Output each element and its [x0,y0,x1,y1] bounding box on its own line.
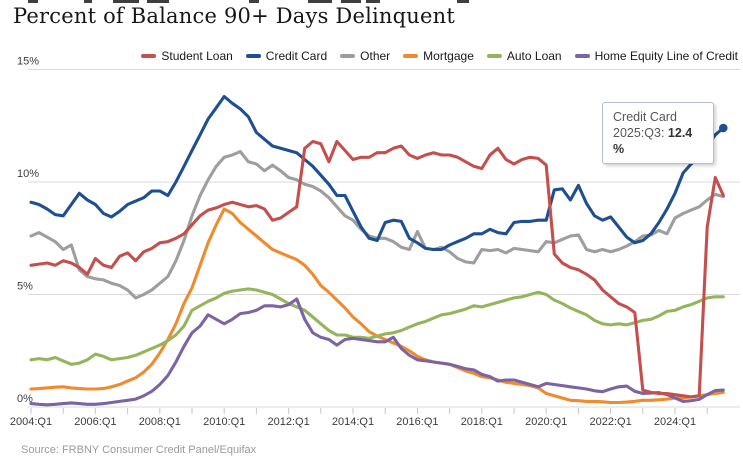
x-axis-label: 2018:Q1 [461,416,503,428]
legend-label: Home Equity Line of Credit [594,49,738,63]
tooltip-period: 2025:Q3: [613,126,665,140]
legend-item-auto-loan[interactable]: Auto Loan [486,49,562,63]
legend-swatch-other [340,54,356,58]
source-note: Source: FRBNY Consumer Credit Panel/Equi… [21,444,257,456]
legend-item-other[interactable]: Other [340,49,390,63]
y-axis-label: 0% [17,393,33,405]
legend-item-student-loan[interactable]: Student Loan [141,49,233,63]
x-axis-label: 2006:Q1 [74,416,116,428]
x-axis-label: 2024:Q1 [654,416,696,428]
x-axis-label: 2012:Q1 [267,416,309,428]
x-axis-label: 2020:Q1 [525,416,567,428]
series-line-other[interactable] [29,150,725,300]
series-line-student-loan[interactable] [29,139,725,399]
legend-label: Credit Card [265,49,328,63]
x-axis-label: 2004:Q1 [10,416,52,428]
legend-item-mortgage[interactable]: Mortgage [403,49,474,63]
legend-item-credit-card[interactable]: Credit Card [245,49,328,63]
legend-swatch-heloc [574,54,590,58]
y-axis-label: 15% [17,56,39,68]
legend-label: Student Loan [161,49,233,63]
legend-swatch-student-loan [141,54,157,58]
legend-label: Mortgage [423,49,474,63]
legend-swatch-credit-card [245,54,261,58]
legend-label: Other [360,49,391,63]
y-axis-label: 10% [17,168,39,180]
tooltip-value-line: 2025:Q3: 12.4 % [613,125,703,157]
x-axis-label: 2016:Q1 [396,416,438,428]
legend: Student Loan Credit Card Other Mortgage … [141,49,738,63]
series-line-credit-card[interactable] [29,94,725,252]
tooltip-value: 12.4 % [613,126,693,156]
legend-swatch-mortgage [403,54,419,58]
legend-label: Auto Loan [506,49,562,63]
legend-swatch-auto-loan [486,54,502,58]
tooltip-series-name: Credit Card [613,110,677,124]
x-axis-label: 2014:Q1 [332,416,374,428]
series-line-home-equity-line-of-credit[interactable] [29,297,725,407]
data-tooltip: Credit Card 2025:Q3: 12.4 % [602,102,714,164]
legend-item-heloc[interactable]: Home Equity Line of Credit [574,49,738,63]
x-axis-label: 2010:Q1 [203,416,245,428]
series-line-auto-loan[interactable] [29,287,725,366]
chart-title: Percent of Balance 90+ Days Delinquent [13,4,455,28]
y-axis-label: 5% [17,281,33,293]
x-axis-label: 2022:Q1 [589,416,631,428]
x-axis-label: 2008:Q1 [139,416,181,428]
credit-card-endpoint-marker[interactable] [719,123,728,133]
